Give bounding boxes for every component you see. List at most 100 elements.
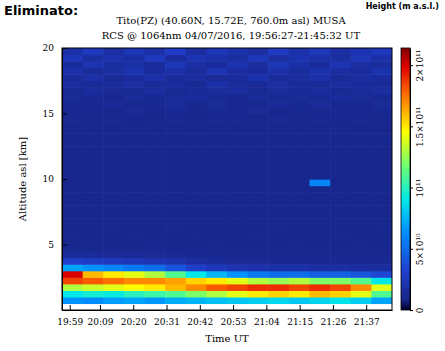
heatmap-cell <box>145 146 166 153</box>
heatmap-cell <box>206 68 227 75</box>
heatmap-cell <box>83 205 104 212</box>
heatmap-cell <box>83 87 104 94</box>
heatmap-cell <box>186 146 207 153</box>
heatmap-cell <box>145 127 166 134</box>
heatmap-cell <box>371 225 392 232</box>
heatmap-cell <box>206 159 227 166</box>
heatmap-cell <box>103 127 124 134</box>
heatmap-cell <box>227 258 248 265</box>
heatmap-cell <box>83 192 104 199</box>
heatmap-cell <box>289 153 310 160</box>
heatmap-cell <box>330 212 351 219</box>
heatmap-cell <box>351 114 372 121</box>
heatmap-cell <box>351 133 372 140</box>
heatmap-cell <box>62 81 83 88</box>
y-tick: 10 <box>43 174 67 184</box>
heatmap-cell <box>371 159 392 166</box>
heatmap-cell <box>206 94 227 101</box>
heatmap-cell <box>83 199 104 206</box>
heatmap-cell <box>186 271 207 278</box>
heatmap-cell <box>351 258 372 265</box>
heatmap-cell <box>268 55 289 62</box>
heatmap-cell <box>103 192 124 199</box>
heatmap-cell <box>103 81 124 88</box>
heatmap-cell <box>227 81 248 88</box>
heatmap-cell <box>83 297 104 304</box>
y-tick-label: 10 <box>43 174 55 184</box>
y-tick-label: 20 <box>43 43 55 53</box>
heatmap-cell <box>186 120 207 127</box>
heatmap-cell <box>124 74 145 81</box>
heatmap-cell <box>206 238 227 245</box>
heatmap-cell <box>371 192 392 199</box>
heatmap-cell <box>310 55 331 62</box>
heatmap-cell <box>62 133 83 140</box>
heatmap-cell <box>330 271 351 278</box>
heatmap-cell <box>227 100 248 107</box>
heatmap-cell <box>330 258 351 265</box>
heatmap-cell <box>145 114 166 121</box>
x-tick-mark <box>200 305 201 310</box>
heatmap-cell <box>165 107 186 114</box>
colorbar-tick-mark <box>410 65 413 66</box>
heatmap-cell <box>289 100 310 107</box>
heatmap-cell <box>227 68 248 75</box>
heatmap-cell <box>310 218 331 225</box>
heatmap-cell <box>227 277 248 284</box>
heatmap-cell <box>124 264 145 271</box>
heatmap-cell <box>330 146 351 153</box>
chart-svg: Eliminato:Height (m a.s.l.)Tito(PZ) (40.… <box>0 0 445 351</box>
heatmap-cell <box>227 231 248 238</box>
heatmap-cell <box>103 186 124 193</box>
heatmap-cell <box>124 87 145 94</box>
heatmap-cell <box>351 127 372 134</box>
heatmap-cell <box>124 100 145 107</box>
heatmap-cell <box>145 153 166 160</box>
heatmap-cell <box>206 264 227 271</box>
heatmap-cell <box>310 199 331 206</box>
heatmap-cell <box>268 81 289 88</box>
x-tick-label: 21:37 <box>354 317 380 327</box>
heatmap-cell <box>145 199 166 206</box>
heatmap-cell <box>165 245 186 252</box>
heatmap-cell <box>62 186 83 193</box>
heatmap-cell <box>124 55 145 62</box>
heatmap-cell <box>227 238 248 245</box>
heatmap-cell <box>165 55 186 62</box>
heatmap-cell <box>248 159 269 166</box>
heatmap-cell <box>103 172 124 179</box>
heatmap-cell <box>186 258 207 265</box>
heatmap-cell <box>145 205 166 212</box>
heatmap-cell <box>62 146 83 153</box>
heatmap-cell <box>371 186 392 193</box>
heatmap-cell <box>124 140 145 147</box>
heatmap-cell <box>268 297 289 304</box>
heatmap-cell <box>227 107 248 114</box>
heatmap-cell <box>206 120 227 127</box>
heatmap-cell <box>186 74 207 81</box>
heatmap-cell <box>103 87 124 94</box>
heatmap-cell <box>124 81 145 88</box>
x-axis: 19:5920:0920:2020:3120:4220:5321:0421:15… <box>57 305 392 327</box>
heatmap-cell <box>268 245 289 252</box>
heatmap-cell <box>186 166 207 173</box>
heatmap-cell <box>145 218 166 225</box>
heatmap-cell <box>83 277 104 284</box>
heatmap-cell <box>206 140 227 147</box>
heatmap-cell <box>103 120 124 127</box>
heatmap-cell <box>248 231 269 238</box>
heatmap-cell <box>145 140 166 147</box>
heatmap-cell <box>206 127 227 134</box>
heatmap-cell <box>289 94 310 101</box>
heatmap-cell <box>330 225 351 232</box>
heatmap-cell <box>248 284 269 291</box>
heatmap-cell <box>351 120 372 127</box>
heatmap-cell <box>165 140 186 147</box>
heatmap-cell <box>165 205 186 212</box>
x-tick: 20:42 <box>187 305 213 327</box>
x-tick-label: 20:53 <box>221 317 247 327</box>
heatmap-cell <box>330 61 351 68</box>
heatmap-cell <box>103 205 124 212</box>
heatmap-cell <box>351 205 372 212</box>
heatmap-cell <box>268 120 289 127</box>
